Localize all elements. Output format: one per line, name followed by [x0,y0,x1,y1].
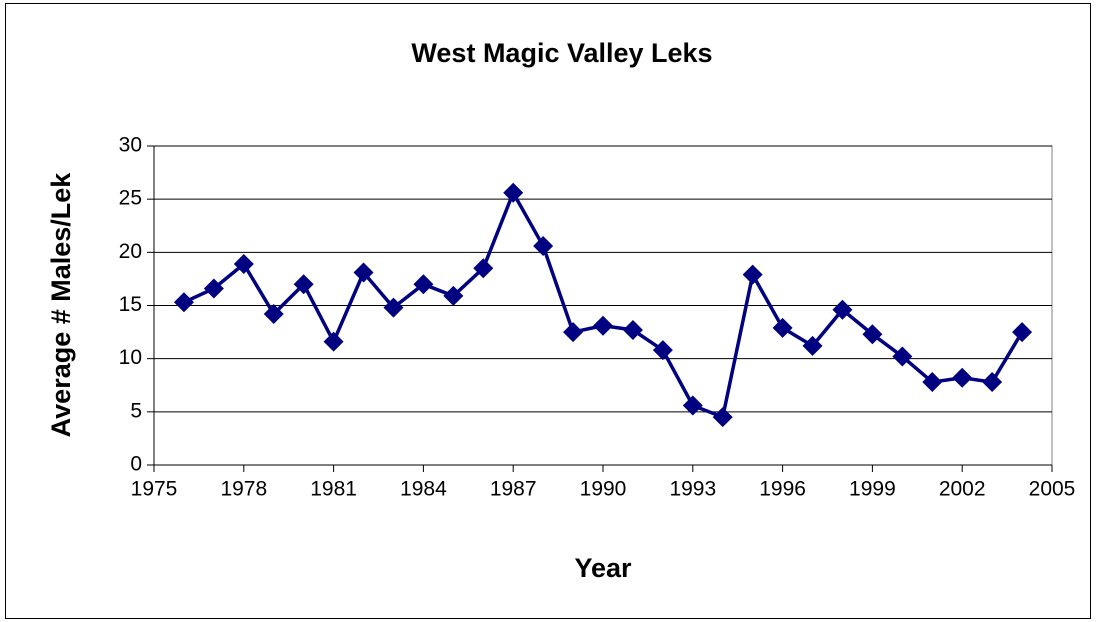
marker [682,395,703,416]
marker [652,340,673,361]
y-tick-label: 5 [130,399,142,422]
x-tick-label: 1978 [220,478,267,501]
y-axis-label: Average # Males/Lek [46,172,76,438]
marker [323,331,344,352]
marker [533,235,554,256]
x-tick-label: 1987 [490,478,537,501]
marker [982,372,1003,393]
marker [383,297,404,318]
marker [353,262,374,283]
marker [203,278,224,299]
marker [892,346,913,367]
y-tick-label: 10 [119,346,142,369]
y-tick-label: 0 [130,453,142,476]
x-tick-label: 1981 [310,478,357,501]
marker [263,304,284,325]
marker [922,372,943,393]
marker [622,319,643,340]
x-tick-label: 2005 [1029,478,1076,501]
marker [802,335,823,356]
y-tick-label: 15 [119,293,142,316]
y-tick-label: 30 [119,134,142,157]
marker [563,322,584,343]
marker [473,258,494,279]
y-tick-label: 25 [119,187,142,210]
marker [293,274,314,295]
marker [1012,322,1033,343]
marker [173,292,194,313]
marker [742,264,763,285]
x-tick-label: 1984 [400,478,447,501]
chart-title: West Magic Valley Leks [411,38,712,68]
x-tick-label: 1999 [849,478,896,501]
x-tick-label: 2002 [939,478,986,501]
marker [862,324,883,345]
marker [413,274,434,295]
marker [772,317,793,338]
marker [832,299,853,320]
x-tick-label: 1993 [669,478,716,501]
marker [443,285,464,306]
marker [952,367,973,388]
marker [503,182,524,203]
marker [712,407,733,428]
y-tick-label: 20 [119,240,142,263]
marker [593,315,613,336]
x-tick-label: 1996 [759,478,806,501]
x-tick-label: 1990 [580,478,627,501]
x-axis-label: Year [574,553,632,583]
marker [233,254,254,275]
x-tick-label: 1975 [131,478,178,501]
